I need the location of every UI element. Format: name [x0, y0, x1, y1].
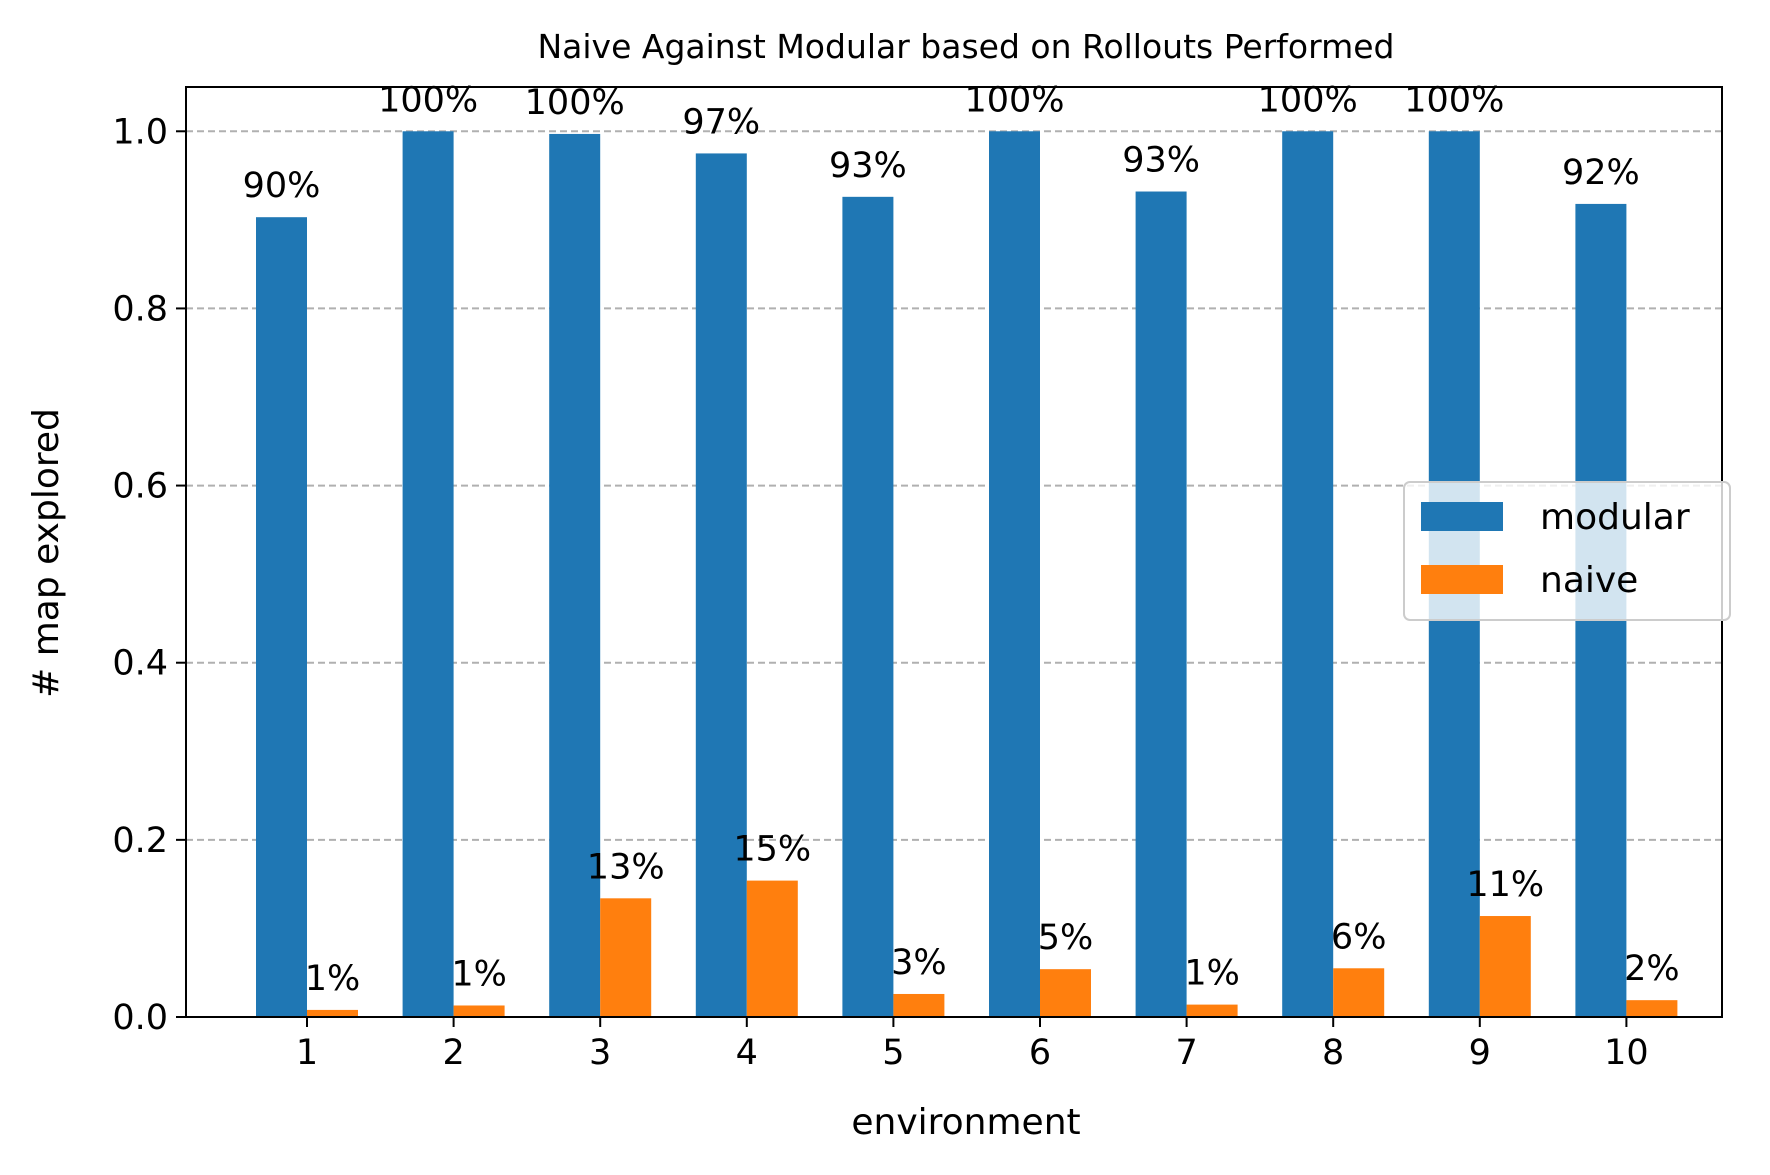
- legend: modular naive: [1403, 481, 1731, 621]
- bar-label-naive: 11%: [1466, 865, 1544, 905]
- bar-naive: [893, 993, 945, 1017]
- bar-label-modular: 93%: [1122, 141, 1200, 181]
- y-tick-label: 0.4: [112, 644, 168, 684]
- bar-naive: [1626, 1000, 1678, 1017]
- bar-naive: [1479, 916, 1531, 1017]
- bar-modular: [549, 133, 601, 1017]
- x-tick-label: 7: [1175, 1033, 1197, 1073]
- x-tick-label: 2: [442, 1033, 464, 1073]
- bar-value-labels: 90%1%100%1%100%13%97%15%93%3%100%5%93%1%…: [243, 80, 1680, 999]
- bar-label-naive: 1%: [1184, 954, 1240, 994]
- legend-label-modular: modular: [1540, 497, 1690, 538]
- x-tick-label: 1: [296, 1033, 318, 1073]
- bar-naive: [1333, 968, 1385, 1017]
- y-tick-label: 1.0: [112, 112, 168, 152]
- bar-naive: [1040, 969, 1091, 1017]
- bar-label-modular: 100%: [525, 83, 625, 123]
- legend-label-naive: naive: [1540, 560, 1638, 601]
- bar-naive: [1186, 1004, 1238, 1017]
- bar-label-naive: 15%: [733, 830, 811, 870]
- x-tick-label: 6: [1029, 1033, 1051, 1073]
- x-tick-label: 9: [1469, 1033, 1491, 1073]
- legend-swatch-modular: [1421, 502, 1503, 531]
- bar-label-naive: 5%: [1038, 918, 1094, 958]
- bar-naive: [453, 1005, 505, 1017]
- y-tick-label: 0.2: [112, 821, 168, 861]
- bar-naive: [746, 880, 798, 1017]
- bar-label-naive: 1%: [305, 959, 361, 999]
- legend-swatch-naive: [1421, 565, 1503, 594]
- y-tick-label: 0.6: [112, 467, 168, 507]
- x-tick-label: 8: [1322, 1033, 1344, 1073]
- bar-label-naive: 3%: [891, 943, 947, 983]
- x-axis-ticks: 1 2 3 4 5 6 7 8 9 10: [296, 1017, 1649, 1073]
- bar-naive: [600, 898, 652, 1017]
- y-axis-label: # map explored: [26, 408, 67, 698]
- bar-label-naive: 13%: [587, 847, 665, 887]
- bar-modular: [1135, 191, 1187, 1017]
- bar-label-modular: 92%: [1562, 153, 1640, 193]
- x-tick-label: 5: [882, 1033, 904, 1073]
- bar-naive: [307, 1009, 358, 1017]
- bar-label-modular: 90%: [243, 166, 321, 206]
- bar-modular: [256, 217, 307, 1017]
- x-tick-label: 10: [1604, 1033, 1649, 1073]
- chart-title: Naive Against Modular based on Rollouts …: [537, 27, 1394, 66]
- x-tick-label: 3: [589, 1033, 611, 1073]
- bar-label-naive: 2%: [1624, 949, 1680, 989]
- x-axis-label: environment: [851, 1102, 1080, 1143]
- x-tick-label: 4: [736, 1033, 758, 1073]
- y-tick-label: 0.8: [112, 289, 168, 329]
- bar-modular: [989, 131, 1040, 1018]
- bar-label-modular: 97%: [682, 102, 760, 142]
- bar-modular: [1282, 131, 1334, 1018]
- bar-modular: [695, 153, 747, 1017]
- bar-label-naive: 6%: [1331, 917, 1387, 957]
- bar-modular: [842, 196, 894, 1018]
- bar-label-naive: 1%: [451, 954, 507, 994]
- y-tick-label: 0.0: [112, 998, 168, 1038]
- bar-modular: [402, 131, 454, 1018]
- y-axis-ticks: 0.0 0.2 0.4 0.6 0.8 1.0: [112, 112, 186, 1038]
- bar-label-modular: 93%: [829, 146, 907, 186]
